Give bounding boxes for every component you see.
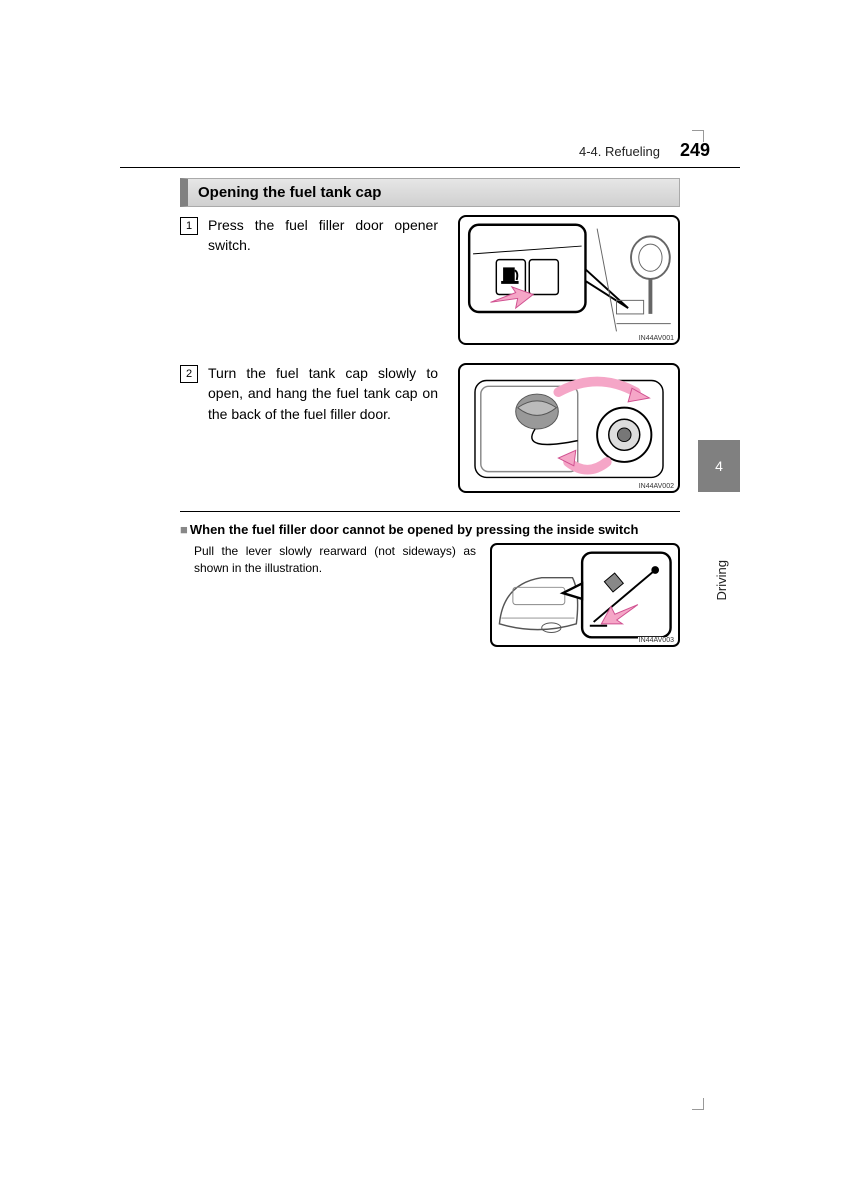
step-2-figure: IN44AV002 <box>458 363 680 493</box>
page-content: 4-4. Refueling 249 Opening the fuel tank… <box>120 140 740 647</box>
figure-id-2: IN44AV002 <box>638 483 675 490</box>
page-header: 4-4. Refueling 249 <box>120 140 740 161</box>
figure-id-3: IN44AV003 <box>638 637 675 644</box>
crop-mark-bottom-right <box>692 1098 704 1110</box>
sub-figure: IN44AV003 <box>490 543 680 647</box>
step-2: 2 Turn the fuel tank cap slowly to open,… <box>180 363 680 493</box>
sub-text: Pull the lever slowly rearward (not side… <box>180 543 476 577</box>
lever-illustration <box>492 545 678 645</box>
bullet-square-icon: ■ <box>180 522 188 537</box>
chapter-tab-number: 4 <box>715 458 723 474</box>
step-1-text: Press the fuel filler door opener switch… <box>208 215 448 256</box>
sub-section: ■When the fuel filler door cannot be ope… <box>180 522 680 647</box>
step-1: 1 Press the fuel filler door opener swit… <box>180 215 680 345</box>
section-divider <box>180 511 680 512</box>
fuel-cap-illustration <box>460 365 678 491</box>
fuel-switch-illustration <box>460 217 678 343</box>
chapter-tab: 4 <box>698 440 740 492</box>
section-heading: Opening the fuel tank cap <box>180 178 680 207</box>
step-2-text: Turn the fuel tank cap slowly to open, a… <box>208 363 448 424</box>
figure-id-1: IN44AV001 <box>638 335 675 342</box>
header-rule <box>120 167 740 168</box>
step-1-figure: IN44AV001 <box>458 215 680 345</box>
sub-heading-text: When the fuel filler door cannot be open… <box>190 522 639 537</box>
step-1-number: 1 <box>180 217 198 235</box>
section-label: 4-4. Refueling <box>579 144 660 159</box>
chapter-tab-label: Driving <box>714 560 729 600</box>
step-2-number: 2 <box>180 365 198 383</box>
sub-content-row: Pull the lever slowly rearward (not side… <box>180 543 680 647</box>
sub-heading: ■When the fuel filler door cannot be ope… <box>180 522 680 537</box>
page-number: 249 <box>680 140 710 161</box>
